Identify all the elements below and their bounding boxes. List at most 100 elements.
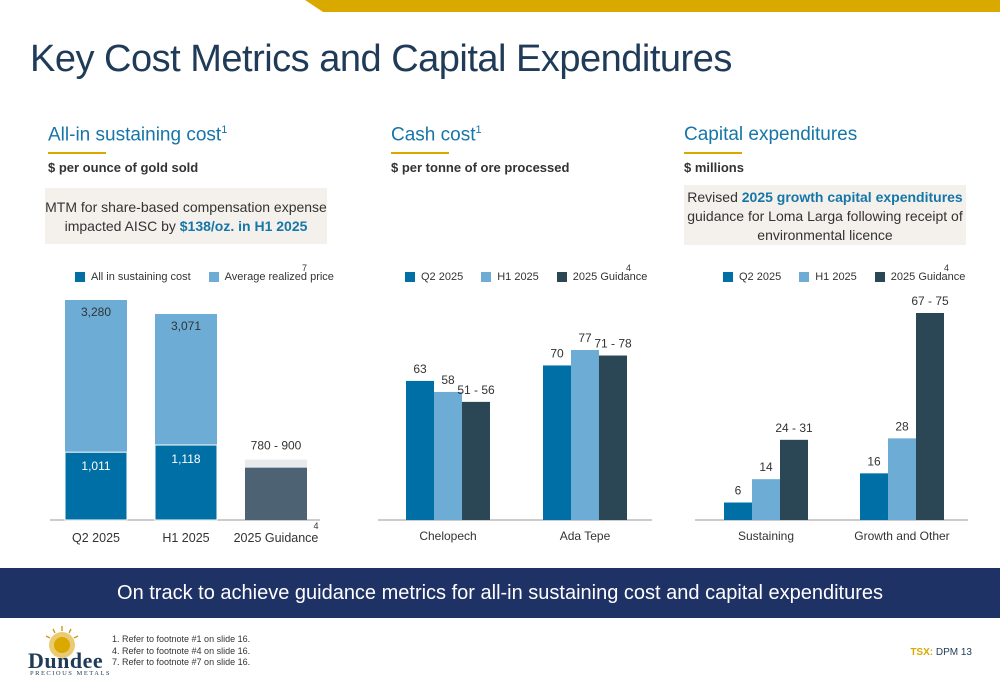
x-tick-label: 2025 Guidance: [234, 531, 319, 545]
cash-legend-footnote: 4: [626, 263, 632, 273]
bar-q2-2025: [543, 365, 571, 520]
aisc-heading-text: All-in sustaining cost: [48, 124, 222, 146]
bar-2025-guidance: [599, 355, 627, 520]
bar-h1-2025: [888, 438, 916, 520]
aisc-note: MTM for share-based compensation expense…: [45, 188, 327, 244]
x-tick-label: H1 2025: [162, 531, 209, 545]
data-label: 780 - 900: [251, 439, 302, 453]
legend-item-h1: H1 2025: [799, 271, 857, 283]
legend-label: 2025 Guidance: [890, 271, 966, 283]
capex-note-line2: guidance for Loma Larga following receip…: [687, 208, 963, 224]
aisc-legend-footnote: 7: [302, 263, 308, 273]
charts-canvas: 3,280 1,011 Q2 2025 3,071 1,118 H1 2025 2025 G…: [50, 294, 968, 545]
dundee-logo-icon: [45, 626, 79, 658]
capex-heading-rule: [684, 152, 742, 154]
summary-banner: On track to achieve guidance metrics for…: [0, 568, 1000, 618]
legend-item-q2: Q2 2025: [405, 271, 463, 283]
legend-item-price: Average realized price: [208, 271, 334, 283]
legend-swatch: [874, 272, 885, 282]
aisc-note-line1: MTM for share-based compensation expense: [45, 199, 327, 215]
legend-label: 2025 Guidance: [572, 271, 648, 283]
ticker-label: TSX:: [910, 647, 934, 658]
legend-swatch: [75, 272, 85, 282]
guidance-bar-low: [245, 467, 307, 520]
x-tick-label: Q2 2025: [72, 531, 120, 545]
bar-all-in-sustaining-cost: [64, 451, 128, 521]
ticker-value: DPM 13: [935, 647, 972, 658]
top-accent-bar: [305, 0, 1000, 12]
x-tick-label: Growth and Other: [854, 529, 949, 543]
legend-swatch: [556, 272, 567, 282]
aisc-note-line2-prefix: impacted AISC by: [64, 218, 180, 234]
legend-label: All in sustaining cost: [91, 271, 191, 283]
bar-h1-2025: [752, 479, 780, 520]
aisc-note-line2-bold: $138/oz. in H1 2025: [179, 218, 308, 234]
x-tick-label: Sustaining: [738, 529, 794, 543]
aisc-legend: All in sustaining cost Average realized …: [75, 271, 334, 283]
cash-heading: Cash cost1: [391, 124, 482, 146]
data-label: 58: [441, 373, 455, 387]
aisc-subheading: $ per ounce of gold sold: [48, 160, 199, 175]
legend-item-q2: Q2 2025: [723, 271, 781, 283]
bar-2025-guidance: [916, 313, 944, 520]
legend-item-aisc: All in sustaining cost: [75, 271, 191, 283]
legend-swatch: [405, 272, 415, 282]
cash-subheading: $ per tonne of ore processed: [391, 160, 570, 175]
aisc-heading: All-in sustaining cost1: [48, 124, 227, 146]
bar-2025-guidance: [462, 401, 490, 520]
data-label: 1,118: [171, 452, 200, 466]
cash-heading-sup: 1: [475, 124, 482, 136]
aisc-heading-sup: 1: [221, 124, 228, 136]
footnote-item: 7. Refer to footnote #7 on slide 16.: [112, 657, 251, 667]
legend-item-guidance: 2025 Guidance: [556, 271, 648, 283]
capex-note-prefix: Revised: [687, 189, 742, 205]
bar-2025-guidance: [780, 439, 808, 520]
cash-heading-rule: [391, 152, 449, 154]
capex-heading: Capital expenditures: [684, 124, 858, 145]
data-label: 3,071: [171, 319, 201, 333]
bar-h1-2025: [434, 391, 462, 520]
data-label: 28: [895, 419, 909, 433]
logo-subtitle: PRECIOUS METALS: [30, 670, 112, 677]
data-label: 63: [413, 362, 427, 376]
aisc-note-line2: impacted AISC by $138/oz. in H1 2025: [45, 217, 327, 236]
capex-note-line3: environmental licence: [757, 227, 893, 243]
bar-h1-2025: [571, 350, 599, 520]
legend-label: Average realized price: [224, 271, 334, 283]
data-label: 51 - 56: [457, 383, 495, 397]
legend-swatch: [208, 272, 219, 282]
footnote-item: 1. Refer to footnote #1 on slide 16.: [112, 634, 251, 644]
data-label: 3,280: [81, 305, 111, 319]
cash-heading-text: Cash cost: [391, 124, 476, 146]
legend-label: H1 2025: [815, 271, 857, 283]
x-tick-label: Ada Tepe: [560, 529, 611, 543]
legend-label: Q2 2025: [739, 271, 782, 283]
legend-item-h1: H1 2025: [481, 271, 539, 283]
data-label: 16: [867, 454, 881, 468]
aisc-heading-rule: [48, 152, 106, 154]
legend-label: H1 2025: [497, 271, 539, 283]
ticker-page: TSX: DPM 13: [910, 647, 972, 658]
capex-legend: Q2 2025 H1 2025 2025 Guidance: [723, 271, 965, 283]
data-label: 1,011: [81, 459, 110, 473]
bar-q2-2025: [724, 502, 752, 520]
legend-label: Q2 2025: [421, 271, 464, 283]
footnotes: 1. Refer to footnote #1 on slide 16. 4. …: [112, 634, 250, 669]
capex-subheading: $ millions: [684, 160, 744, 175]
bar-all-in-sustaining-cost: [154, 444, 218, 521]
capex-legend-footnote: 4: [944, 263, 950, 273]
capex-note-line1: Revised 2025 growth capital expenditures: [684, 188, 966, 207]
bar-q2-2025: [860, 473, 888, 520]
cash-legend: Q2 2025 H1 2025 2025 Guidance: [405, 271, 647, 283]
footnote-item: 4. Refer to footnote #4 on slide 16.: [112, 645, 251, 656]
data-label: 71 - 78: [594, 337, 632, 351]
legend-swatch: [481, 272, 492, 282]
data-label: 77: [578, 331, 592, 345]
axis-footnote: 4: [313, 521, 318, 531]
legend-item-guidance: 2025 Guidance: [874, 271, 966, 283]
data-label: 14: [759, 460, 773, 474]
data-label: 67 - 75: [911, 294, 949, 308]
logo-name: Dundee: [28, 648, 104, 673]
data-label: 24 - 31: [775, 421, 813, 435]
data-label: 6: [735, 484, 742, 498]
